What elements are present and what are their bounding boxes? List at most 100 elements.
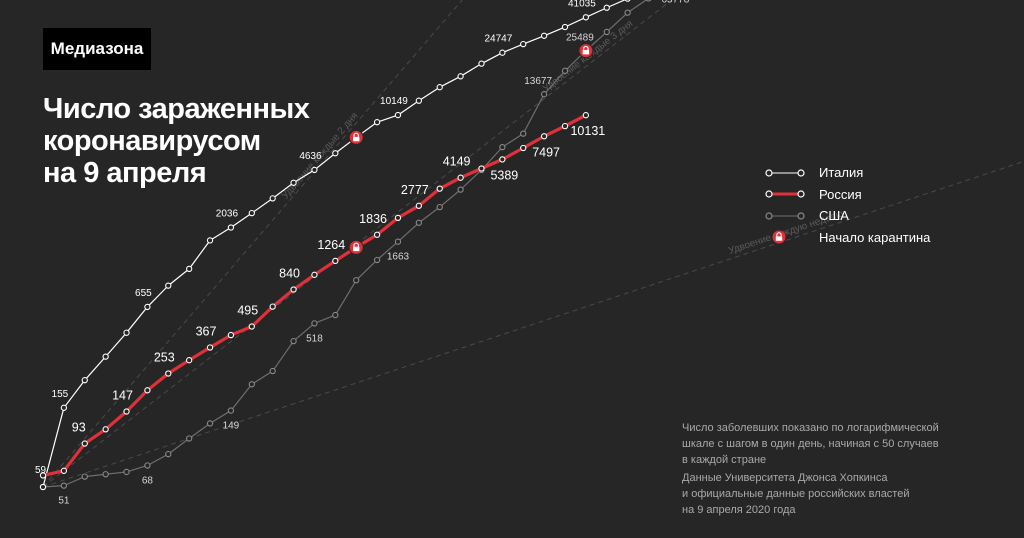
data-point-italy (123, 329, 130, 336)
page-title: Число зараженных коронавирусом на 9 апре… (43, 93, 323, 189)
data-point-usa (60, 482, 68, 489)
legend-item-russia: Россия (765, 184, 930, 206)
data-point-usa (290, 337, 297, 345)
lock-icon-shackle (353, 242, 359, 247)
data-point-italy (290, 179, 297, 186)
data-point-russia (144, 387, 151, 394)
data-point-italy (165, 282, 172, 289)
data-point-usa (102, 471, 109, 478)
series-russia: 93 147 253 367 495 840 1264 1836 2777 4149 5389 749… (39, 112, 605, 479)
data-point-italy (373, 119, 381, 126)
data-point-italy (206, 237, 214, 244)
data-point-russia (457, 174, 464, 181)
data-point-usa (248, 381, 255, 388)
data-label-usa: 149 (223, 421, 240, 432)
chart-legend: Италия Россия США Начало карантина (765, 162, 930, 248)
data-point-russia (415, 202, 422, 209)
lock-icon-shackle (583, 45, 589, 51)
source-note: Данные Университета Джонса Хопкинса и оф… (682, 470, 910, 518)
data-label-russia: 1264 (317, 238, 345, 252)
data-label-italy: 2036 (216, 209, 239, 220)
data-point-russia (227, 331, 235, 339)
data-point-russia (311, 271, 318, 278)
data-point-russia (332, 257, 339, 265)
data-point-russia (165, 370, 172, 377)
data-point-russia (290, 286, 297, 293)
data-point-italy (520, 40, 527, 48)
data-point-usa (436, 203, 443, 211)
doubling-guide-line (42, 0, 463, 488)
data-point-italy (81, 377, 88, 384)
data-point-italy (436, 84, 443, 91)
data-point-usa (165, 450, 172, 458)
data-point-usa (123, 468, 130, 476)
data-point-italy (248, 209, 255, 217)
series-italy: 5915565520364636101492474741035639278649… (35, 0, 631, 491)
lock-icon-body (353, 246, 360, 252)
legend-item-italy: Италия (765, 162, 930, 184)
legend-marker-usa (765, 212, 805, 220)
data-point-russia (478, 165, 485, 172)
data-point-russia (373, 231, 381, 238)
data-point-usa (603, 28, 610, 36)
data-point-italy (582, 14, 590, 21)
legend-label: Начало карантина (819, 229, 931, 245)
data-label-russia: 147 (112, 389, 133, 403)
data-point-russia (520, 144, 527, 152)
legend-item-quarantine: Начало карантина (765, 227, 930, 249)
data-point-russia (102, 426, 109, 433)
data-point-italy (102, 353, 109, 360)
data-point-russia (394, 214, 402, 222)
mediazona-logo[interactable]: Медиазона (43, 28, 151, 70)
data-label-usa: 13677 (524, 76, 552, 87)
title-line: Число зараженных (43, 93, 310, 125)
data-point-italy (394, 111, 402, 119)
data-label-usa: 25489 (566, 33, 594, 44)
data-point-russia (123, 408, 130, 415)
data-point-italy (311, 166, 318, 174)
title-line: коронавирусом (43, 125, 261, 157)
data-point-russia (561, 122, 569, 130)
data-point-usa (144, 462, 151, 469)
data-point-usa (332, 311, 339, 319)
legend-marker-russia (765, 190, 805, 198)
data-point-usa (186, 435, 193, 442)
data-point-usa (415, 219, 422, 226)
lock-icon-body (582, 50, 590, 55)
data-point-italy (478, 60, 485, 67)
data-label-russia: 840 (279, 267, 300, 281)
data-label-usa: 65778 (661, 0, 689, 5)
data-label-russia: 5389 (490, 168, 518, 182)
data-point-italy (269, 195, 276, 202)
data-label-russia: 2777 (401, 183, 429, 197)
data-point-italy (457, 73, 464, 80)
lock-icon-shackle (353, 132, 359, 138)
data-label-italy: 10149 (380, 96, 408, 107)
data-label-usa: 518 (306, 333, 323, 344)
data-label-russia: 1836 (359, 212, 387, 226)
lock-icon (578, 43, 594, 59)
data-point-italy (39, 483, 47, 491)
lock-icon (348, 239, 364, 255)
data-point-usa (540, 91, 548, 98)
title-line: на 9 апреля (43, 157, 207, 189)
data-point-usa (561, 67, 569, 74)
data-point-russia (540, 133, 548, 140)
data-point-russia (269, 303, 276, 310)
data-point-usa (269, 367, 276, 375)
legend-item-usa: США (765, 205, 930, 227)
data-point-italy (332, 150, 339, 157)
data-label-italy: 655 (135, 288, 152, 299)
data-label-russia: 10131 (570, 124, 605, 138)
data-point-italy (415, 97, 422, 104)
data-label-italy: 4636 (299, 151, 322, 162)
source-line: и официальные данные российских властей (682, 488, 910, 500)
data-point-italy (144, 303, 151, 311)
data-label-italy: 59 (35, 465, 47, 476)
data-point-usa (353, 277, 360, 284)
lock-icon (348, 129, 364, 145)
lock-icon-body (353, 136, 360, 142)
data-point-italy (227, 224, 235, 231)
data-point-usa (624, 9, 631, 16)
